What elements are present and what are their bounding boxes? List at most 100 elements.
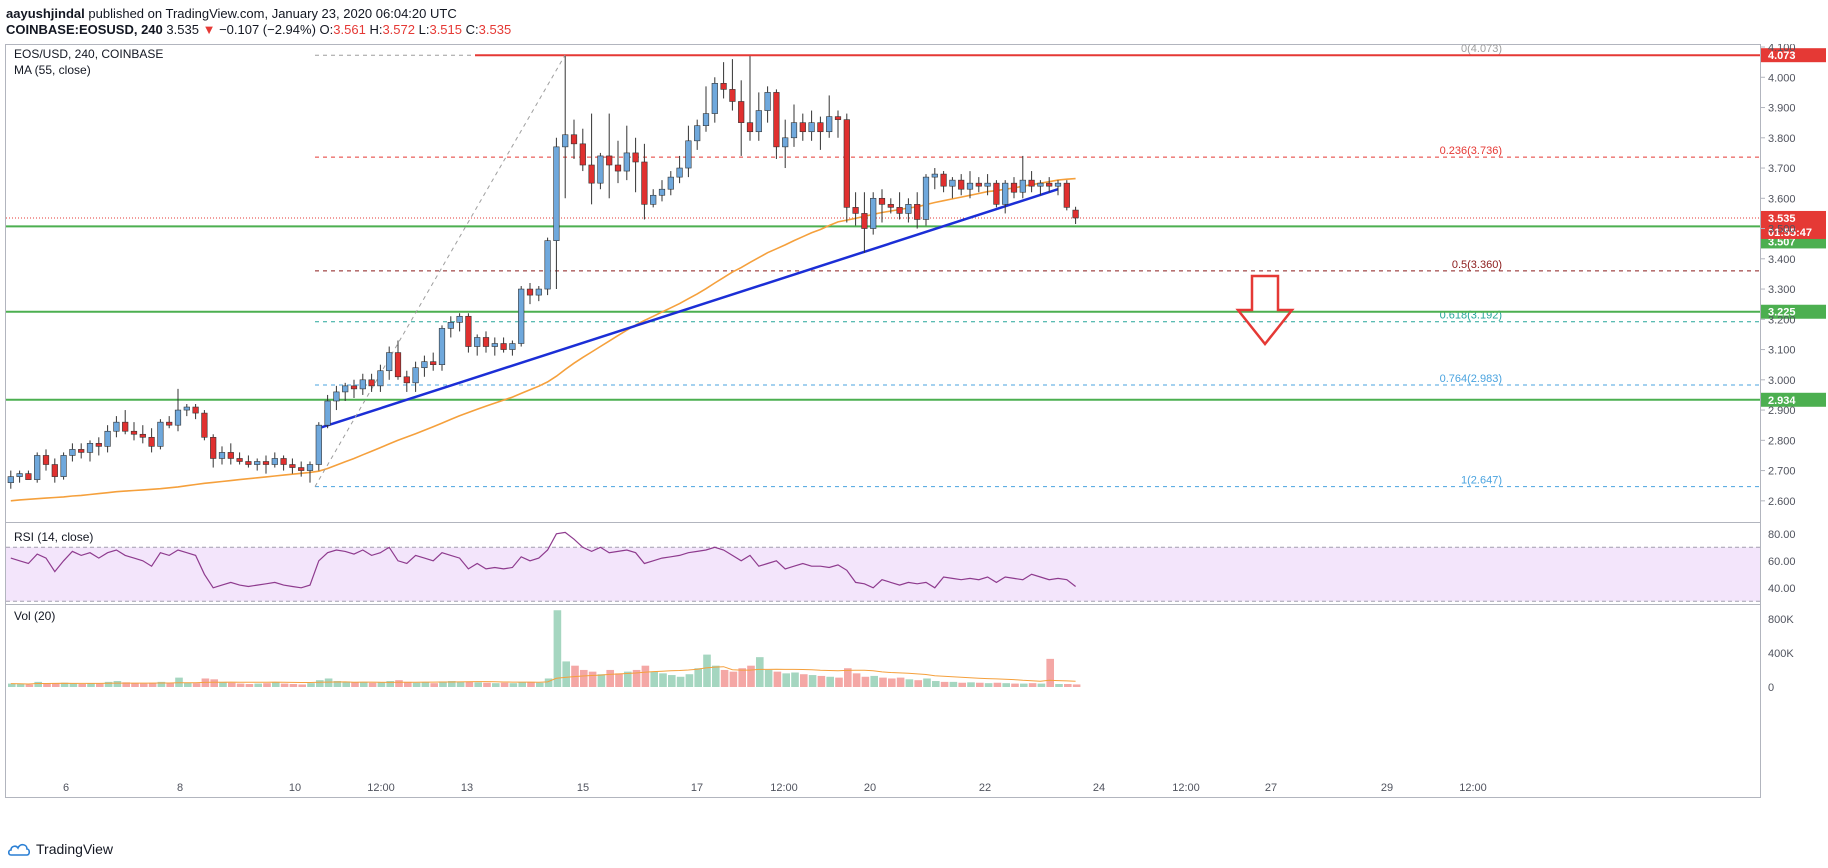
volume-bar-79 xyxy=(703,654,711,687)
volume-bar-20 xyxy=(184,682,192,687)
candle-body-89 xyxy=(790,122,798,139)
time-tick-label-12: 27 xyxy=(1265,782,1277,794)
volume-bar-116 xyxy=(1028,683,1037,687)
volume-bar-69 xyxy=(615,673,623,687)
countdown-label: 01:55:47 xyxy=(1768,227,1812,239)
candle-body-29 xyxy=(262,461,270,465)
volume-bar-4 xyxy=(43,683,51,687)
candle-body-41 xyxy=(368,379,375,387)
candle-body-65 xyxy=(579,143,586,166)
candle-body-1 xyxy=(16,473,23,477)
candle-body-81 xyxy=(720,83,727,90)
volume-bar-120 xyxy=(1064,684,1072,687)
candle-body-21 xyxy=(192,406,199,414)
candle-body-37 xyxy=(333,391,340,402)
candle-body-17 xyxy=(157,421,164,447)
volume-bar-70 xyxy=(624,671,632,687)
volume-bar-30 xyxy=(272,682,280,687)
price-tick-label-12: 3.800 xyxy=(1768,133,1796,145)
candle-body-22 xyxy=(201,412,208,438)
candle-body-71 xyxy=(632,152,639,163)
candle-body-62 xyxy=(553,146,560,241)
rsi-band xyxy=(6,547,1760,602)
blue-trendline xyxy=(318,188,1059,430)
volume-bar-97 xyxy=(861,676,870,687)
time-tick-label-11: 12:00 xyxy=(1172,782,1200,794)
volume-bar-61 xyxy=(544,678,553,687)
time-tick-label-4: 13 xyxy=(461,782,473,794)
candle-body-76 xyxy=(676,167,683,178)
volume-bar-41 xyxy=(368,682,377,687)
high-value: 3.572 xyxy=(382,22,415,37)
volume-bar-55 xyxy=(492,683,500,687)
candle-body-100 xyxy=(887,204,894,208)
candle-body-16 xyxy=(148,436,155,447)
candle-body-120 xyxy=(1063,182,1070,208)
publish-line: aayushjindal published on TradingView.co… xyxy=(6,6,457,21)
high-label: H: xyxy=(369,22,383,37)
candle-body-9 xyxy=(86,443,94,453)
candle-body-111 xyxy=(984,182,991,187)
support-2-tag-label: 3.225 xyxy=(1768,307,1796,319)
candle-body-59 xyxy=(526,288,534,296)
volume-bar-108 xyxy=(958,682,966,687)
candle-body-72 xyxy=(641,161,648,205)
author-name[interactable]: aayushjindal xyxy=(6,6,85,21)
candle-body-24 xyxy=(218,452,226,459)
support-3-tag-label: 2.934 xyxy=(1768,395,1796,407)
candle-body-52 xyxy=(465,315,472,347)
candle-body-99 xyxy=(878,197,886,205)
candle-body-3 xyxy=(34,455,41,480)
volume-bar-106 xyxy=(940,681,949,687)
price-tick-label-3: 2.900 xyxy=(1768,405,1796,417)
volume-bar-23 xyxy=(210,679,218,687)
tradingview-logo[interactable]: TradingView xyxy=(8,841,113,857)
volume-bar-12 xyxy=(113,681,122,687)
volume-bar-91 xyxy=(808,675,817,687)
candle-body-73 xyxy=(650,194,657,205)
volume-bar-0 xyxy=(8,683,16,687)
candle-body-117 xyxy=(1037,182,1044,187)
volume-bar-57 xyxy=(509,683,518,687)
fib-label-1: 0.236(3.736) xyxy=(1440,145,1502,157)
volume-tick-label-1: 400K xyxy=(1768,648,1794,660)
time-tick-label-6: 17 xyxy=(691,782,703,794)
tradingview-cloud-icon xyxy=(8,843,30,856)
volume-bar-10 xyxy=(96,683,104,687)
volume-bar-109 xyxy=(967,682,975,687)
candle-body-84 xyxy=(746,122,754,133)
candle-body-47 xyxy=(421,361,428,369)
volume-bar-43 xyxy=(386,681,394,687)
candle-body-45 xyxy=(403,376,410,384)
quote-line: COINBASE:EOSUSD, 240 3.535 ▼ −0.107 (−2.… xyxy=(6,22,511,37)
down-arrow-annotation xyxy=(1235,274,1295,347)
candle-body-26 xyxy=(236,458,243,462)
candle-body-57 xyxy=(509,343,516,350)
price-tick-label-9: 3.500 xyxy=(1768,224,1796,236)
candle-body-94 xyxy=(834,116,842,120)
candle-body-106 xyxy=(940,173,947,187)
candle-body-7 xyxy=(69,449,76,456)
volume-bar-62 xyxy=(553,610,562,687)
candle-body-116 xyxy=(1028,179,1035,187)
volume-bar-32 xyxy=(289,684,298,687)
time-tick-label-9: 22 xyxy=(979,782,991,794)
volume-bar-13 xyxy=(122,682,130,687)
volume-bar-33 xyxy=(298,684,306,687)
volume-bar-63 xyxy=(562,661,570,687)
candle-body-75 xyxy=(667,176,674,190)
open-value: 3.561 xyxy=(333,22,366,37)
candle-body-104 xyxy=(922,176,930,220)
time-tick-label-2: 10 xyxy=(289,782,301,794)
support-3-tag xyxy=(1761,392,1826,407)
candle-body-88 xyxy=(782,137,789,148)
volume-bar-105 xyxy=(932,681,940,687)
volume-bar-93 xyxy=(826,676,834,687)
candle-body-10 xyxy=(95,443,102,447)
price-chart[interactable]: 0(4.073)0.236(3.736)0.5(3.360)0.618(3.19… xyxy=(0,44,1828,838)
candle-body-103 xyxy=(914,204,921,220)
candle-body-74 xyxy=(658,188,666,196)
time-tick-label-7: 12:00 xyxy=(770,782,798,794)
open-label: O: xyxy=(319,22,334,37)
volume-bar-6 xyxy=(60,682,69,687)
